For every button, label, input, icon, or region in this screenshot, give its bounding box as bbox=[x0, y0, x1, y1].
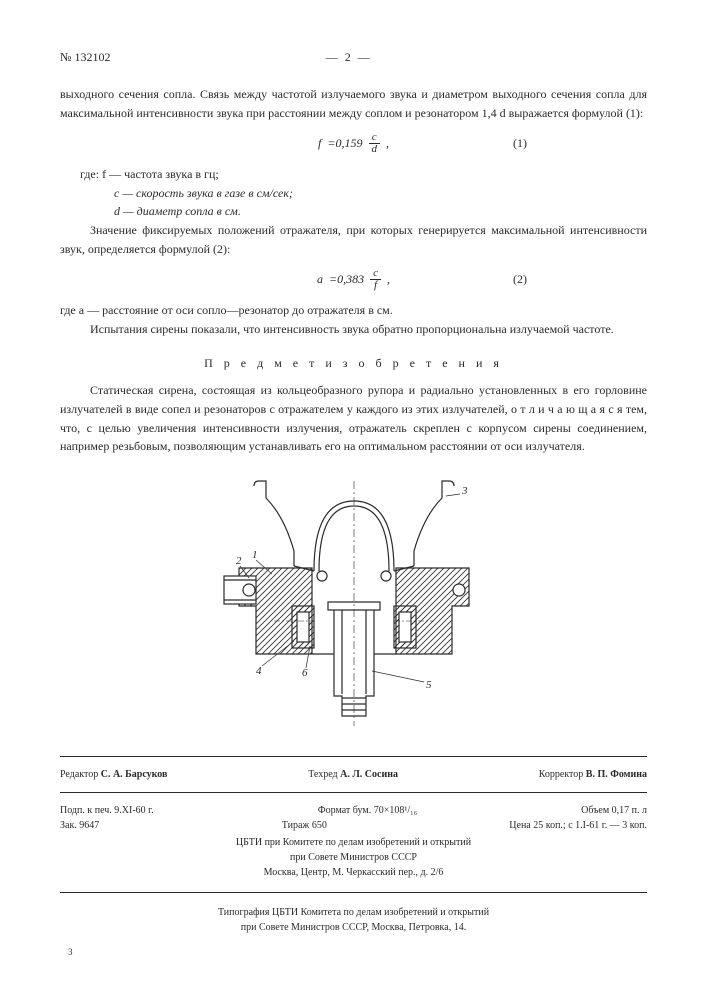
section-title: П р е д м е т и з о б р е т е н и я bbox=[60, 356, 647, 371]
fig-label-6: 6 bbox=[302, 667, 308, 679]
where-f: где: f — частота звука в гц; bbox=[80, 165, 647, 184]
f1-refnum: (1) bbox=[513, 136, 527, 151]
f2-den: f bbox=[371, 280, 380, 291]
divider-2 bbox=[60, 792, 647, 793]
f1-tail: , bbox=[386, 136, 389, 151]
doc-number: № 132102 bbox=[60, 50, 110, 65]
f2-refnum: (2) bbox=[513, 272, 527, 287]
formula-2: a=0,383 c f , (2) bbox=[60, 268, 647, 291]
claim-text: Статическая сирена, состоящая из кольцео… bbox=[60, 381, 647, 455]
fig-label-1: 1 bbox=[252, 549, 258, 561]
f1-lhs: f bbox=[318, 136, 321, 151]
paragraph-1: выходного сечения сопла. Связь между час… bbox=[60, 85, 647, 122]
price: Цена 25 коп.; с 1.I-61 г. — 3 коп. bbox=[509, 820, 647, 831]
corrector-credit: Корректор В. П. Фомина bbox=[539, 769, 647, 780]
order-number: Зак. 9647 bbox=[60, 820, 99, 831]
formula-1: f=0,159 c d , (1) bbox=[60, 132, 647, 155]
org-line-2: при Совете Министров СССР bbox=[60, 850, 647, 865]
editor-credit: Редактор С. А. Барсуков bbox=[60, 769, 167, 780]
f1-eq: =0,159 bbox=[327, 136, 362, 151]
volume: Объем 0,17 п. л bbox=[581, 805, 647, 816]
footer-line-2: при Совете Министров СССР, Москва, Петро… bbox=[60, 920, 647, 935]
fig-label-3: 3 bbox=[461, 485, 468, 497]
f1-den: d bbox=[368, 144, 380, 155]
fig-label-4: 4 bbox=[256, 665, 262, 677]
technical-drawing: 2 1 3 4 6 5 bbox=[194, 476, 514, 736]
divider-1 bbox=[60, 756, 647, 757]
techred-credit: Техред А. Л. Сосина bbox=[308, 769, 398, 780]
paper-format: Формат бум. 70×108¹/₁₆ bbox=[318, 805, 417, 816]
where-d: d — диаметр сопла в см. bbox=[114, 204, 241, 218]
footer-line-1: Типография ЦБТИ Комитета по делам изобре… bbox=[60, 905, 647, 920]
where-c: c — скорость звука в газе в см/сек; bbox=[114, 186, 293, 200]
org-line-1: ЦБТИ при Комитете по делам изобретений и… bbox=[60, 835, 647, 850]
address: Москва, Центр, М. Черкасский пер., д. 2/… bbox=[60, 865, 647, 880]
f2-lhs: a bbox=[317, 272, 323, 287]
sign-date: Подп. к печ. 9.XI-60 г. bbox=[60, 805, 154, 816]
f2-tail: , bbox=[387, 272, 390, 287]
paragraph-3: Испытания сирены показали, что интенсивн… bbox=[60, 320, 647, 339]
fig-label-2: 2 bbox=[236, 555, 242, 567]
tirage: Тираж 650 bbox=[282, 820, 327, 831]
fig-label-5: 5 bbox=[426, 679, 432, 691]
page-foot-number: 3 bbox=[68, 947, 647, 957]
where-a: где a — расстояние от оси сопло—резонато… bbox=[60, 301, 647, 320]
page-number-top: — 2 — bbox=[326, 50, 372, 65]
divider-3 bbox=[60, 892, 647, 893]
paragraph-2: Значение фиксируемых положений отражател… bbox=[60, 221, 647, 258]
f2-eq: =0,383 bbox=[329, 272, 364, 287]
